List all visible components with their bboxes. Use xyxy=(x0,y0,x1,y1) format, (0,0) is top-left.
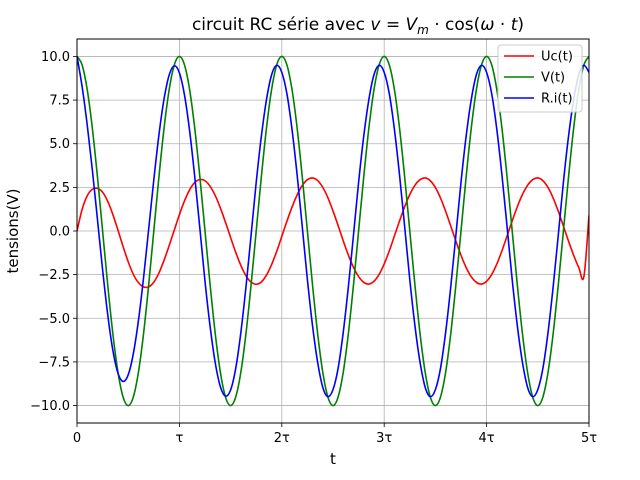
y-tick-label: −5.0 xyxy=(38,312,70,327)
y-axis-label: tensions(V) xyxy=(4,188,22,273)
series-line-0 xyxy=(77,177,589,289)
y-tick-label: 2.5 xyxy=(49,181,70,196)
legend: Uc(t) V(t) R.i(t) xyxy=(497,44,583,113)
x-tick-label: 2τ xyxy=(274,431,290,446)
series-lines xyxy=(77,55,589,407)
series-line-2 xyxy=(77,56,589,398)
x-tick-label: 4τ xyxy=(479,431,495,446)
legend-label: R.i(t) xyxy=(541,92,573,107)
x-tick-label: τ xyxy=(175,431,183,446)
y-axis-ticks: 10.0 7.5 5.0 2.5 0.0 −2.5 −5.0 −7.5 −10.0 xyxy=(30,50,77,414)
series-line-1 xyxy=(77,55,589,407)
legend-label: V(t) xyxy=(541,71,565,86)
x-tick-label: 3τ xyxy=(376,431,392,446)
y-tick-label: −2.5 xyxy=(38,268,70,283)
y-tick-label: 5.0 xyxy=(49,137,70,152)
chart-title: circuit RC série avec v = Vm · cos(ω · t… xyxy=(192,15,524,37)
x-tick-label: 0 xyxy=(73,431,81,446)
y-tick-label: 10.0 xyxy=(41,50,70,65)
legend-box xyxy=(497,44,583,113)
x-tick-label: 5τ xyxy=(581,431,597,446)
y-tick-label: −7.5 xyxy=(38,355,70,370)
y-tick-label: −10.0 xyxy=(30,399,70,414)
x-axis-ticks: 0 τ 2τ 3τ 4τ 5τ xyxy=(73,423,597,446)
y-tick-label: 7.5 xyxy=(49,94,70,109)
legend-label: Uc(t) xyxy=(541,50,573,65)
x-axis-label: t xyxy=(330,450,336,468)
y-tick-label: 0.0 xyxy=(49,225,70,240)
